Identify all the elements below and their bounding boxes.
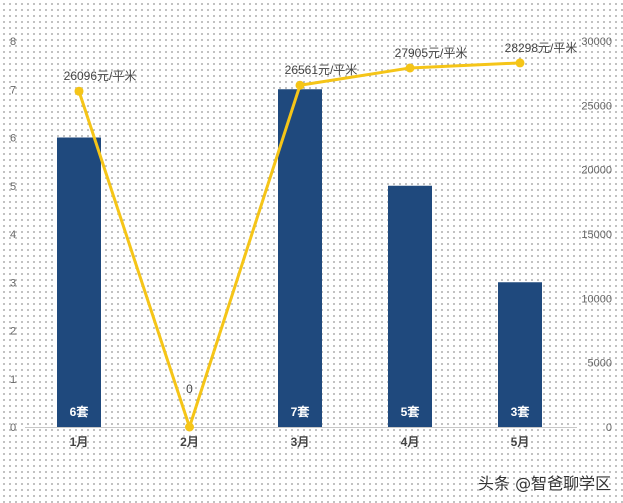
line-value-label: 26096元/平米 [64, 69, 137, 83]
left-tick-label: 6 [10, 133, 16, 145]
right-tick-label: 20000 [581, 165, 612, 177]
left-tick-label: 0 [10, 422, 16, 434]
right-tick-label: 15000 [581, 229, 612, 241]
line-marker [185, 422, 194, 432]
bar-value-label: 3套 [511, 404, 531, 419]
right-tick-label: 5000 [588, 358, 612, 370]
category-label: 4月 [401, 435, 420, 449]
left-tick-label: 1 [10, 374, 16, 386]
line-marker [74, 86, 84, 96]
right-tick-label: 0 [606, 422, 612, 434]
bar [498, 282, 542, 427]
left-y-axis: 0 1 2 3 4 5 6 7 8 [10, 36, 16, 434]
right-y-axis: 0 5000 10000 15000 20000 25000 30000 [581, 36, 612, 434]
watermark: 头条 @智爸聊学区 [478, 474, 612, 493]
bar [388, 185, 432, 427]
category-label: 3月 [291, 435, 310, 449]
x-axis-categories: 1月 2月 3月 4月 5月 [70, 435, 530, 449]
line-marker [515, 58, 525, 68]
right-tick-label: 30000 [581, 36, 612, 48]
line-series: 26096元/平米 0 26561元/平米 27905元/平米 28298元/平米 [64, 41, 578, 432]
line-value-label: 28298元/平米 [505, 41, 578, 55]
line-marker [295, 80, 305, 90]
bar-value-label: 5套 [401, 404, 421, 419]
line-marker [405, 63, 415, 73]
bar-series: 6套 7套 5套 3套 [57, 89, 542, 427]
bar [57, 137, 101, 427]
right-tick-label: 25000 [581, 100, 612, 112]
left-tick-label: 4 [10, 229, 16, 241]
category-label: 1月 [70, 435, 89, 449]
left-tick-label: 5 [10, 181, 16, 193]
left-tick-label: 2 [10, 326, 16, 338]
left-tick-label: 8 [10, 36, 16, 48]
line-value-label: 26561元/平米 [285, 63, 358, 77]
line-value-label: 27905元/平米 [395, 46, 468, 60]
bar-value-label: 7套 [291, 404, 311, 419]
category-label: 2月 [180, 435, 199, 449]
right-tick-label: 10000 [581, 293, 612, 305]
line-value-label: 0 [186, 382, 193, 396]
left-tick-label: 3 [10, 277, 16, 289]
left-tick-label: 7 [10, 84, 16, 96]
bar-value-label: 6套 [70, 404, 90, 419]
category-label: 5月 [511, 435, 530, 449]
bar [278, 89, 322, 427]
